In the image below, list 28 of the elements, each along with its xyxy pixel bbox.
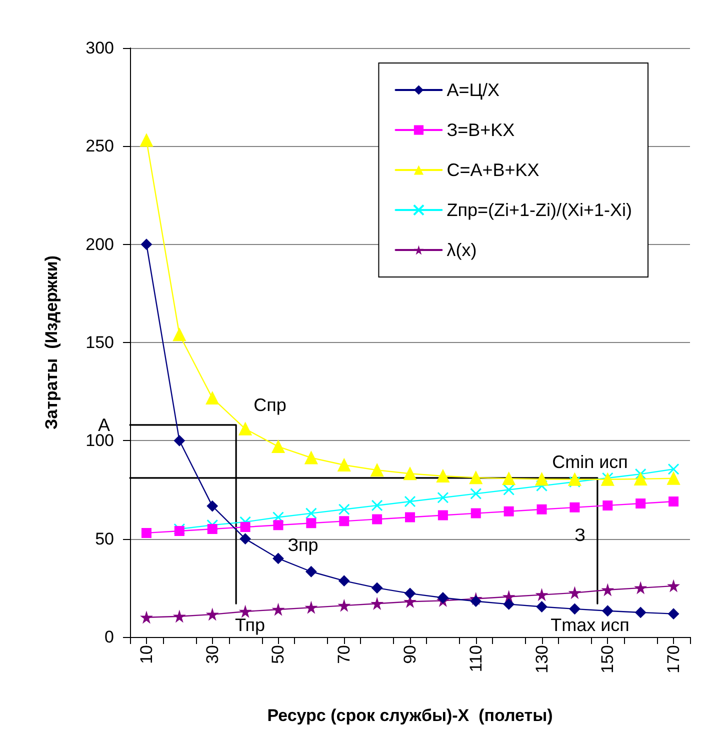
- legend-label: C=A+B+KX: [446, 160, 540, 180]
- x-tick-label: 130: [532, 645, 552, 674]
- annotation: Спр: [254, 395, 286, 415]
- annotation: Cmin исп: [552, 452, 628, 472]
- y-tick-label: 250: [86, 136, 114, 156]
- legend-label: Zпр=(Zi+1-Zi)/(Xi+1-Xi): [446, 200, 632, 220]
- legend-label: λ(x): [446, 240, 477, 260]
- x-tick-label: 70: [334, 645, 354, 664]
- x-tick-label: 110: [466, 645, 486, 672]
- annotation: З: [574, 525, 586, 545]
- x-tick-label: 170: [664, 645, 684, 674]
- x-tick-label: 10: [136, 645, 156, 664]
- y-tick-label: 50: [95, 529, 114, 548]
- legend-label: З=B+KX: [446, 120, 515, 140]
- x-tick-label: 150: [598, 645, 618, 674]
- y-tick-label: 200: [86, 234, 114, 254]
- x-tick-label: 50: [268, 645, 288, 664]
- y-tick-label: 300: [86, 38, 114, 58]
- x-axis-title: Ресурс (срок службы)-X (полеты): [267, 706, 553, 725]
- annotation: Зпр: [288, 535, 318, 555]
- annotation: Тпр: [235, 615, 265, 635]
- y-axis-title: Затраты (Издержки): [42, 256, 61, 430]
- x-tick-label: 90: [400, 645, 420, 664]
- x-tick-label: 30: [202, 645, 222, 664]
- y-tick-label: 150: [86, 333, 114, 352]
- legend-label: A=Ц/X: [446, 80, 500, 100]
- annotation: Tmax исп: [550, 615, 630, 635]
- y-tick-label: 0: [104, 628, 114, 646]
